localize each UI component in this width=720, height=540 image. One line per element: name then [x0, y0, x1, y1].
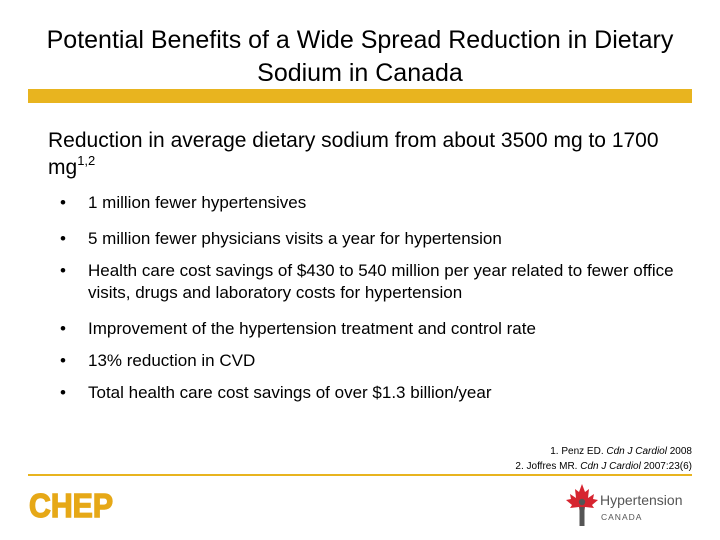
list-item: • Total health care cost savings of over… — [58, 382, 698, 404]
chep-logo-text: CHEP — [29, 487, 113, 522]
bullet-icon: • — [60, 351, 66, 370]
list-item: • 13% reduction in CVD — [58, 350, 698, 372]
figure-body-icon — [579, 507, 585, 526]
list-item-text: 1 million fewer hypertensives — [88, 193, 307, 212]
intro-text: Reduction in average dietary sodium from… — [48, 127, 668, 181]
list-item: • Health care cost savings of $430 to 54… — [58, 260, 698, 304]
bullet-icon: • — [60, 261, 66, 280]
intro-text-body: Reduction in average dietary sodium from… — [48, 129, 659, 179]
references: 1. Penz ED. Cdn J Cardiol 2008 2. Joffre… — [515, 444, 692, 474]
canada-logo-text: CANADA — [601, 512, 642, 522]
list-item: • 1 million fewer hypertensives — [58, 192, 698, 214]
list-item: • 5 million fewer physicians visits a ye… — [58, 228, 698, 250]
chep-logo: CHEP — [28, 486, 113, 522]
list-item-text: Health care cost savings of $430 to 540 … — [88, 261, 674, 302]
footer-divider — [28, 474, 692, 476]
reference-1: 1. Penz ED. Cdn J Cardiol 2008 — [550, 446, 692, 457]
list-item-text: 13% reduction in CVD — [88, 351, 256, 370]
list-item-text: 5 million fewer physicians visits a year… — [88, 229, 502, 248]
bullet-icon: • — [60, 319, 66, 338]
slide-title: Potential Benefits of a Wide Spread Redu… — [46, 26, 674, 87]
intro-superscript: 1,2 — [77, 153, 96, 168]
hypertension-canada-logo: Hypertension CANADA — [566, 484, 683, 526]
figure-head-icon — [578, 498, 586, 506]
bullet-icon: • — [60, 383, 66, 402]
title-underline-bar — [28, 89, 692, 103]
bullet-icon: • — [60, 193, 66, 212]
reference-2: 2. Joffres MR. Cdn J Cardiol 2007:23(6) — [515, 461, 692, 472]
hypertension-logo-text: Hypertension — [600, 492, 683, 508]
benefits-list: • 1 million fewer hypertensives • 5 mill… — [58, 192, 698, 404]
bullet-icon: • — [60, 229, 66, 248]
list-item-text: Improvement of the hypertension treatmen… — [88, 319, 536, 338]
list-item: • Improvement of the hypertension treatm… — [58, 318, 698, 340]
list-item-text: Total health care cost savings of over $… — [88, 383, 492, 402]
